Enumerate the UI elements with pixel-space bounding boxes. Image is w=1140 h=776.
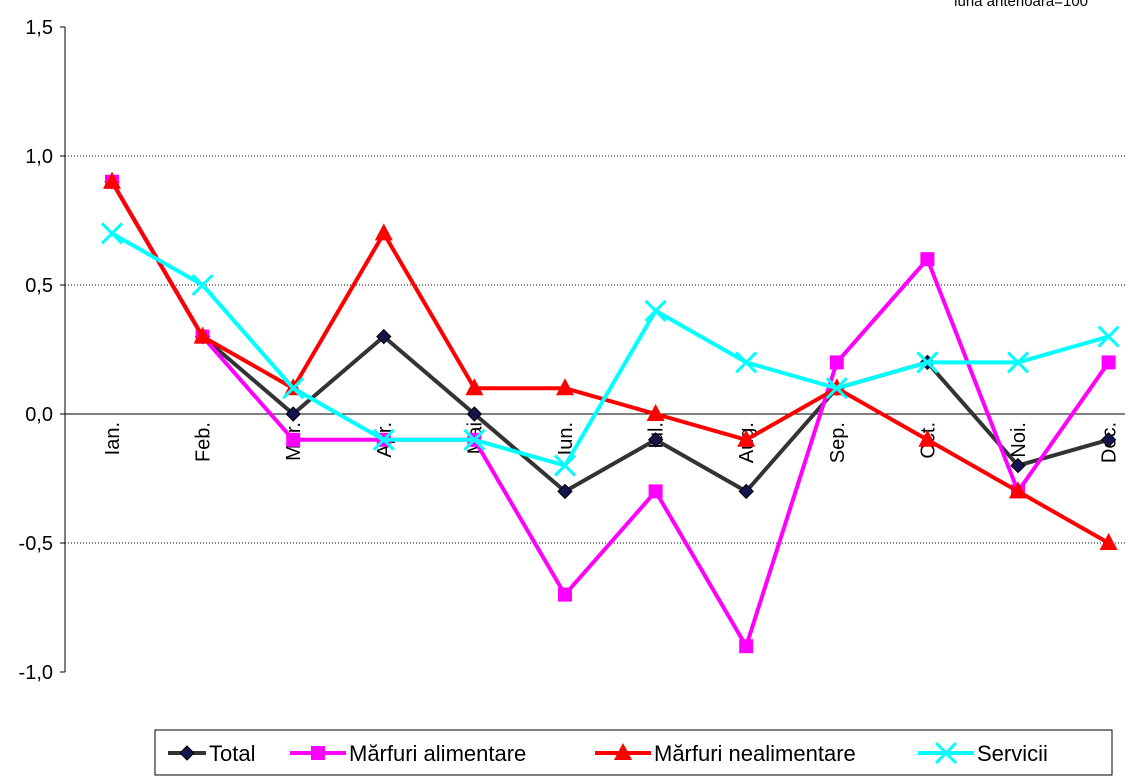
series-line	[110, 180, 1111, 649]
y-tick-label: -1,0	[19, 662, 53, 684]
point-marker	[558, 587, 572, 602]
point-marker	[1099, 533, 1118, 550]
x-tick-label: Noi.	[1008, 422, 1030, 458]
point-marker	[1006, 351, 1030, 374]
point-marker	[916, 351, 939, 374]
point-marker	[286, 432, 301, 447]
point-marker	[553, 454, 577, 477]
y-tick-label: 1,5	[25, 17, 53, 39]
point-marker	[646, 404, 665, 421]
legend-label: Mărfuri alimentare	[349, 741, 526, 766]
x-tick-label: Iun.	[555, 422, 577, 455]
point-marker	[285, 406, 301, 422]
point-marker	[466, 406, 483, 422]
legend-marker	[614, 743, 632, 760]
x-tick-label: Ian.	[102, 422, 124, 455]
point-marker	[465, 378, 484, 396]
point-marker	[644, 299, 667, 322]
point-marker	[282, 377, 305, 400]
point-marker	[737, 429, 756, 447]
point-marker	[825, 377, 848, 400]
point-marker	[100, 222, 124, 245]
point-marker	[920, 252, 935, 267]
point-marker	[556, 378, 574, 396]
point-marker	[735, 351, 758, 374]
point-marker	[376, 328, 392, 345]
point-marker	[557, 483, 573, 500]
point-marker	[191, 273, 214, 297]
series-line	[110, 180, 1110, 494]
legend-marker	[934, 741, 958, 765]
x-tick-label: Sep.	[827, 422, 849, 463]
y-tick-label: 0,5	[25, 275, 53, 297]
x-tick-label: Feb.	[193, 422, 215, 462]
point-marker	[1009, 481, 1027, 499]
point-marker	[918, 429, 937, 447]
chart-note: luna anterioară=100	[954, 0, 1088, 10]
series-line	[110, 180, 1110, 545]
point-marker	[647, 432, 664, 448]
y-tick-label: -0,5	[19, 533, 53, 555]
legend-label: Mărfuri nealimentare	[654, 741, 856, 766]
point-marker	[738, 483, 754, 500]
legend-marker	[179, 745, 195, 761]
y-tick-label: 0,0	[25, 404, 53, 426]
point-marker	[739, 639, 754, 654]
legend-label: Total	[209, 741, 255, 766]
legend-marker	[311, 746, 325, 760]
point-marker	[1101, 355, 1116, 370]
point-marker	[463, 428, 486, 451]
point-marker	[648, 484, 663, 499]
point-marker	[1097, 325, 1120, 348]
point-marker	[103, 171, 121, 189]
point-marker	[372, 428, 395, 451]
point-marker	[1100, 432, 1117, 448]
legend-label: Servicii	[977, 741, 1048, 766]
y-tick-label: 1,0	[25, 146, 53, 168]
point-marker	[374, 223, 393, 241]
point-marker	[829, 355, 844, 370]
point-marker	[193, 326, 212, 344]
point-marker	[1010, 457, 1026, 474]
series-line	[111, 231, 1110, 468]
